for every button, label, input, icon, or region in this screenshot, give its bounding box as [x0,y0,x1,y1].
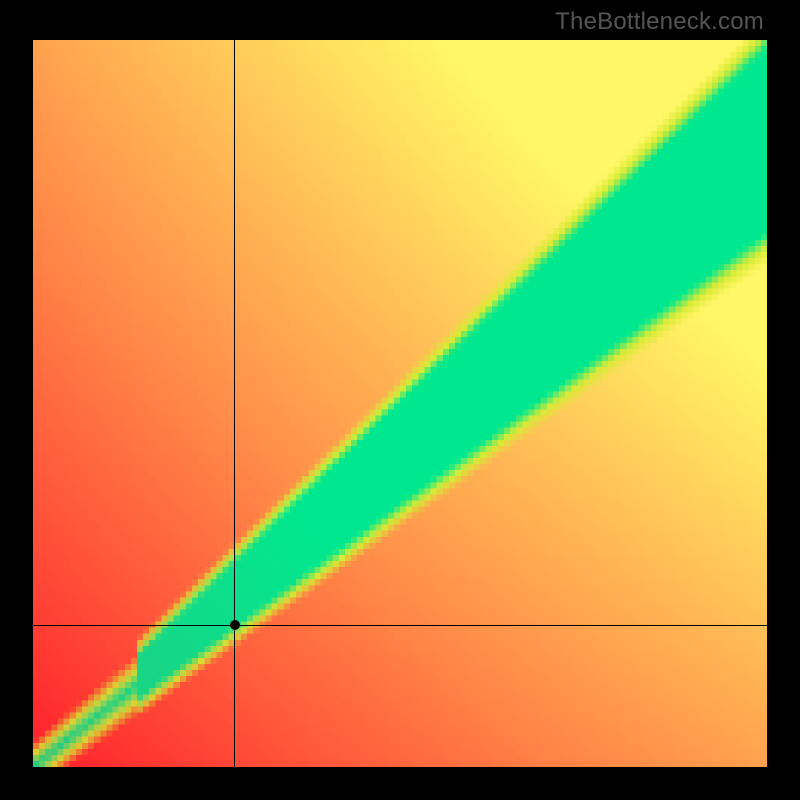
chart-root: TheBottleneck.com [0,0,800,800]
crosshair-vertical [234,40,235,767]
bottleneck-heatmap [33,40,767,767]
watermark-text: TheBottleneck.com [555,8,764,36]
crosshair-horizontal [33,625,767,626]
